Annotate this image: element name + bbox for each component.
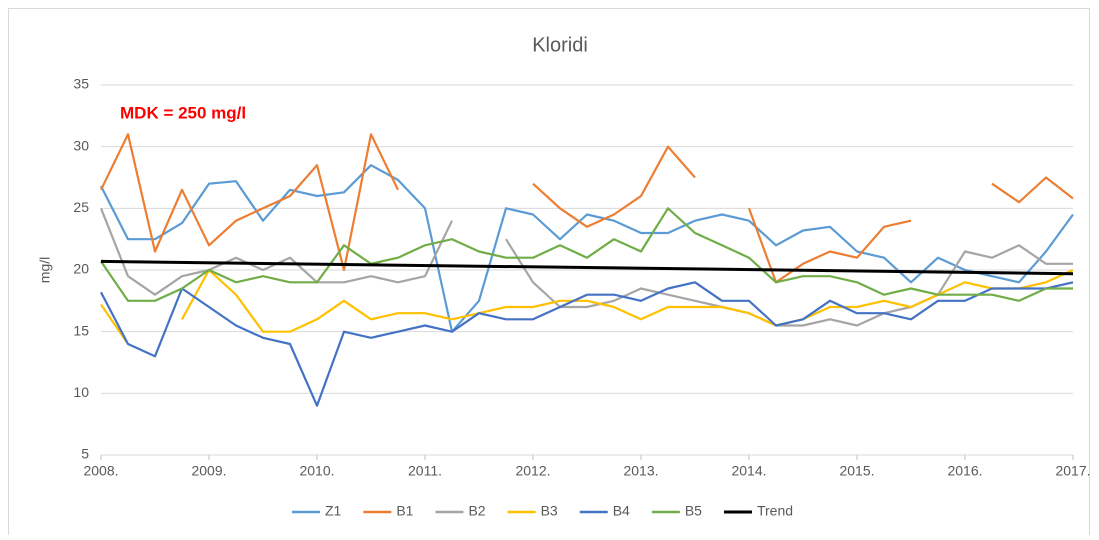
x-tick-label: 2016. [947, 463, 982, 479]
y-tick-label: 20 [73, 261, 89, 277]
y-axis-label: mg/l [37, 257, 53, 283]
y-tick-label: 25 [73, 199, 89, 215]
x-tick-label: 2013. [623, 463, 658, 479]
legend-label: B4 [613, 503, 630, 519]
series-line [100, 164, 1074, 333]
legend-label: Trend [757, 503, 793, 519]
chart-title: Kloridi [532, 34, 588, 56]
legend-label: B3 [541, 503, 558, 519]
legend-label: B1 [396, 503, 413, 519]
x-tick-label: 2014. [731, 463, 766, 479]
series-line [100, 207, 1073, 302]
annotation: MDK = 250 mg/l [120, 103, 246, 122]
y-tick-label: 15 [73, 322, 89, 338]
y-tick-label: 30 [73, 137, 89, 153]
x-tick-label: 2008. [83, 463, 118, 479]
legend: Z1 B1 B2 B3 B4 B5 Trend [292, 503, 793, 519]
y-tick-label: 10 [73, 384, 89, 400]
y-tick-label: 35 [73, 76, 89, 92]
x-tick-label: 2012. [515, 463, 550, 479]
x-tick-label: 2010. [299, 463, 334, 479]
legend-label: Z1 [325, 503, 342, 519]
series-line [100, 259, 1074, 276]
series-line [100, 281, 1074, 407]
series-line [100, 133, 1074, 284]
y-tick-label: 5 [81, 446, 89, 462]
x-tick-label: 2009. [191, 463, 226, 479]
legend-label: B5 [685, 503, 702, 519]
x-tick-label: 2011. [408, 463, 442, 479]
x-tick-label: 2017. [1055, 463, 1090, 479]
x-tick-label: 2015. [839, 463, 874, 479]
legend-label: B2 [468, 503, 485, 519]
plot [99, 133, 1074, 407]
